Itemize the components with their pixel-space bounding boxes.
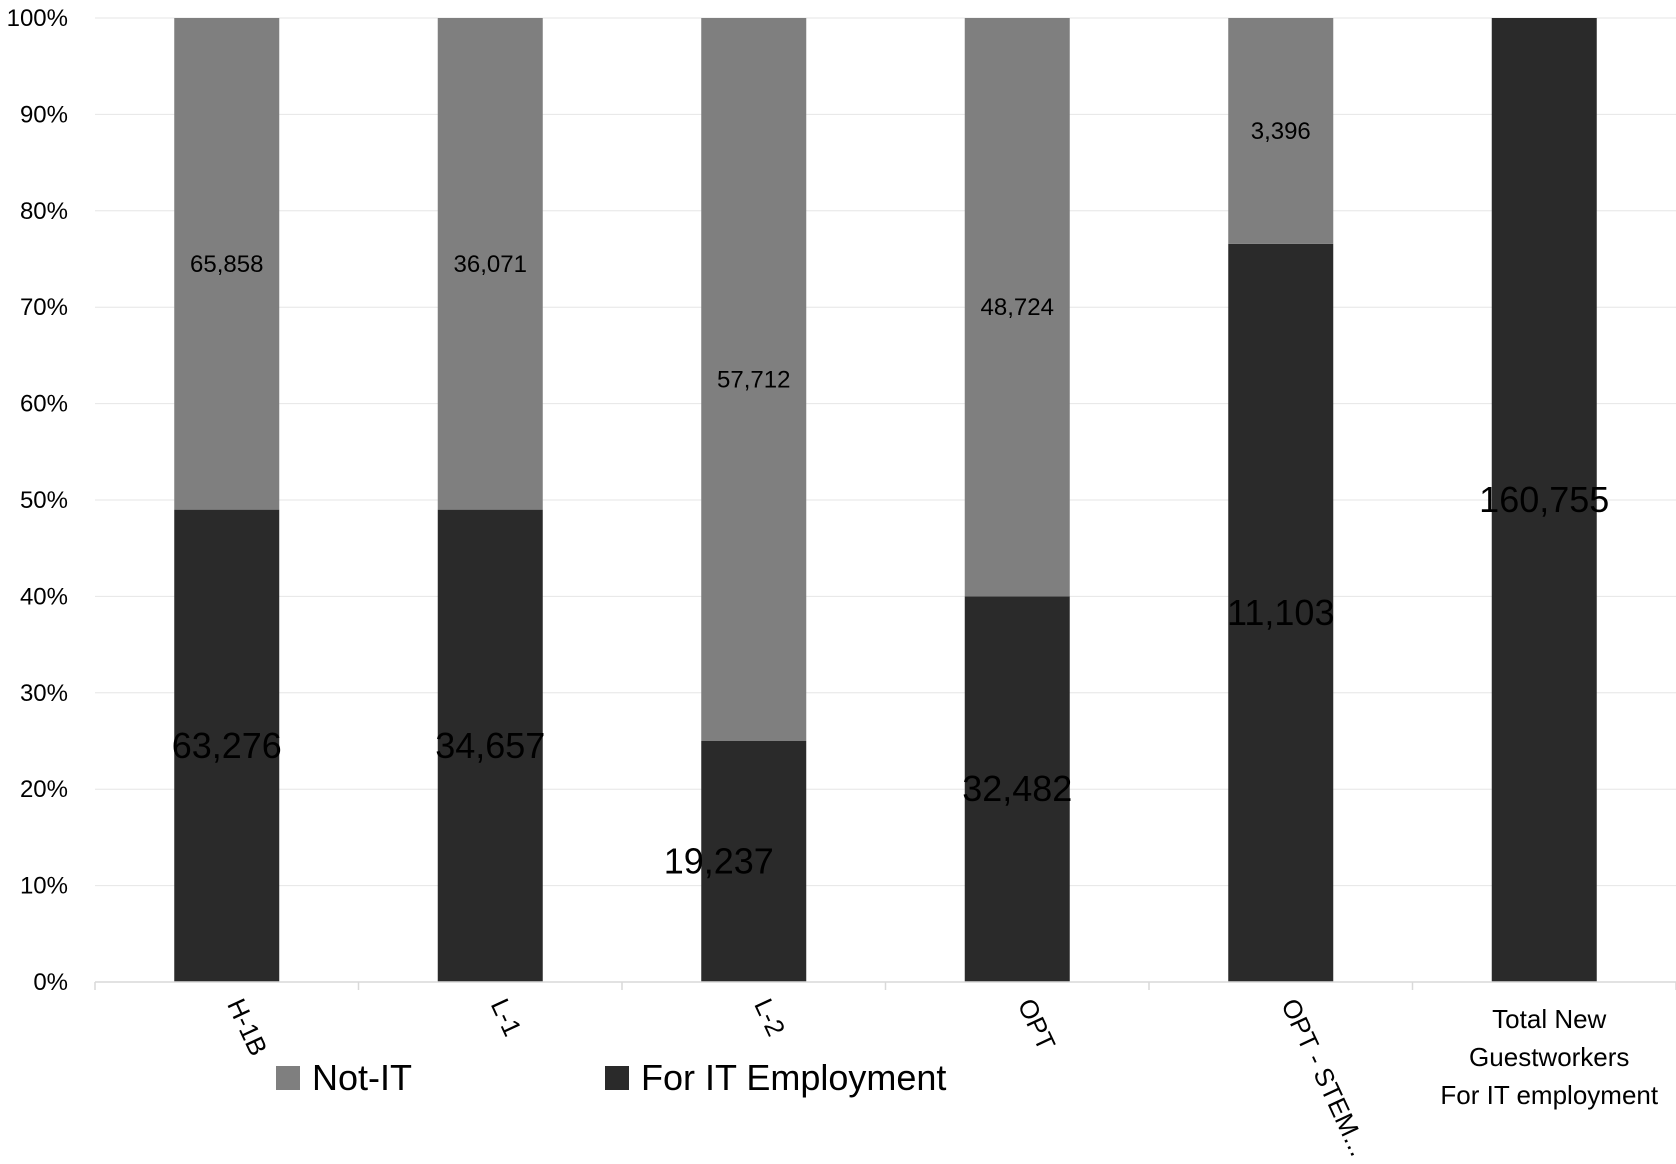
data-label-not-it: 36,071 xyxy=(454,251,527,278)
data-label-not-it: 57,712 xyxy=(717,367,790,394)
x-category-label: L-2 xyxy=(748,994,791,1041)
y-tick-label: 0% xyxy=(33,969,68,996)
data-label-not-it: 48,724 xyxy=(981,294,1054,321)
y-tick-label: 10% xyxy=(20,873,68,900)
y-tick-label: 40% xyxy=(20,583,68,610)
y-tick-label: 20% xyxy=(20,776,68,803)
y-axis: 0% 10% 20% 30% 40% 50% 60% 70% 80% 90% 100% xyxy=(7,5,68,996)
data-label-not-it: 65,858 xyxy=(190,251,263,278)
gridlines xyxy=(95,18,1676,982)
legend-swatch xyxy=(605,1066,629,1090)
x-category-label: OPT - STEM... xyxy=(1275,994,1374,1161)
x-category-label: L-1 xyxy=(485,994,528,1041)
data-label-for-it-employment: 19,237 xyxy=(664,841,774,882)
y-tick-label: 50% xyxy=(20,487,68,514)
x-category-label: OPT xyxy=(1012,994,1062,1055)
legend-label: Not-IT xyxy=(312,1057,412,1098)
data-label-for-it-employment: 32,482 xyxy=(962,768,1072,809)
legend-swatch xyxy=(276,1066,300,1090)
x-category-label: H-1B xyxy=(221,994,273,1060)
data-label-for-it-employment: 63,276 xyxy=(172,725,282,766)
y-tick-label: 60% xyxy=(20,391,68,418)
data-label-for-it-employment: 11,103 xyxy=(1227,592,1334,633)
y-tick-label: 100% xyxy=(7,5,68,32)
x-category-label: Total New Guestworkers For IT employment xyxy=(1440,1004,1658,1110)
legend: Not-IT For IT Employment xyxy=(276,1057,946,1098)
y-tick-label: 80% xyxy=(20,198,68,225)
legend-label: For IT Employment xyxy=(641,1057,946,1098)
y-tick-label: 70% xyxy=(20,294,68,321)
data-label-for-it-employment: 34,657 xyxy=(435,725,545,766)
y-tick-label: 90% xyxy=(20,101,68,128)
data-label-not-it: 3,396 xyxy=(1251,118,1311,145)
y-tick-label: 30% xyxy=(20,680,68,707)
data-label-for-it-employment: 160,755 xyxy=(1479,479,1609,520)
